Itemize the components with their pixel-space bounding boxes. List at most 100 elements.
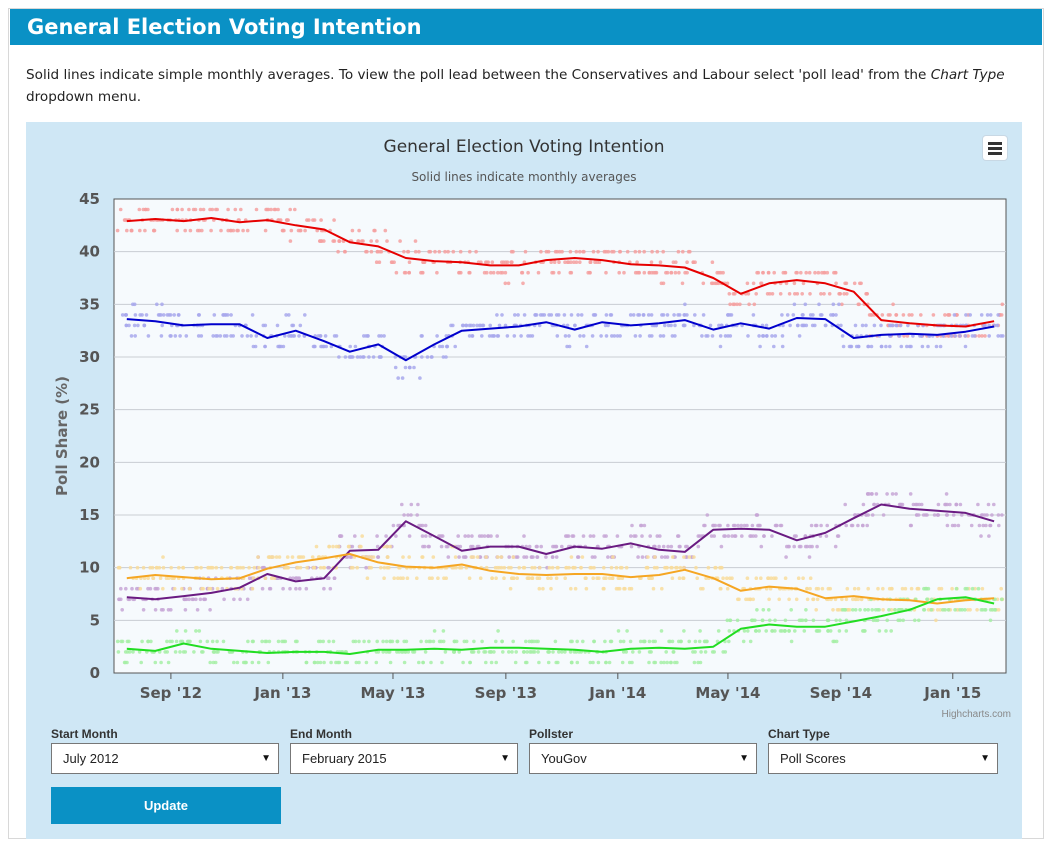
poll-dot <box>612 249 616 254</box>
pollster-select[interactable]: YouGov ▼ <box>529 743 757 774</box>
poll-dot <box>780 313 784 317</box>
poll-dot <box>710 334 715 338</box>
poll-dot <box>788 323 792 328</box>
chart-menu-icon[interactable] <box>983 136 1007 160</box>
poll-dot <box>212 313 217 317</box>
poll-dot <box>780 629 784 633</box>
poll-dot <box>239 207 243 212</box>
chevron-down-icon: ▼ <box>500 753 510 764</box>
poll-dot <box>953 523 957 528</box>
x-tick-label: Sep '12 <box>140 684 202 702</box>
poll-dot <box>463 534 468 538</box>
poll-dot <box>581 639 585 644</box>
poll-dot <box>401 576 405 580</box>
poll-dot <box>526 270 530 275</box>
poll-dot <box>573 586 578 591</box>
poll-dot <box>226 228 230 233</box>
poll-dot <box>153 586 157 591</box>
poll-dot <box>367 565 372 570</box>
poll-dot <box>188 639 192 644</box>
grid-lines <box>114 251 1006 621</box>
poll-dot <box>358 355 363 359</box>
poll-dot <box>969 523 974 528</box>
poll-dot <box>716 629 721 633</box>
poll-dot <box>770 292 775 296</box>
poll-dot <box>841 344 846 349</box>
poll-dot <box>507 565 511 570</box>
poll-dot <box>694 565 698 570</box>
poll-dot <box>343 249 347 254</box>
poll-dot <box>727 292 732 296</box>
poll-dot <box>758 523 762 528</box>
poll-dot <box>941 608 945 612</box>
poll-dot <box>677 544 682 549</box>
chart-type-select[interactable]: Poll Scores ▼ <box>768 743 998 774</box>
poll-dot <box>369 239 374 243</box>
poll-dot <box>334 334 339 338</box>
poll-dot <box>152 228 156 233</box>
poll-dot <box>515 576 519 580</box>
poll-dot <box>343 660 348 665</box>
poll-dot <box>125 660 129 665</box>
poll-dot <box>138 228 142 233</box>
poll-dot <box>431 555 436 559</box>
poll-dot <box>685 270 689 275</box>
poll-dot <box>496 555 500 559</box>
poll-dot <box>642 270 647 275</box>
poll-dot <box>375 544 380 549</box>
end-month-select[interactable]: February 2015 ▼ <box>290 743 518 774</box>
poll-dot <box>990 608 995 612</box>
poll-dot <box>638 334 642 338</box>
update-button[interactable]: Update <box>51 787 281 824</box>
poll-dot <box>581 534 586 538</box>
poll-dot <box>688 249 692 254</box>
poll-dot <box>970 586 975 591</box>
poll-dot <box>884 629 888 633</box>
intro-text: Solid lines indicate simple monthly aver… <box>26 64 1042 108</box>
poll-dot <box>760 618 765 623</box>
poll-dot <box>531 555 535 559</box>
poll-dot <box>421 544 425 549</box>
poll-dot <box>607 576 612 580</box>
poll-dot <box>861 523 865 528</box>
poll-dot <box>276 639 281 644</box>
poll-dot <box>475 323 479 328</box>
poll-dot <box>187 207 191 212</box>
poll-dot <box>538 565 542 570</box>
chevron-down-icon: ▼ <box>739 753 749 764</box>
poll-dot <box>608 639 613 644</box>
poll-dot <box>985 313 990 317</box>
poll-dot <box>893 608 897 612</box>
poll-dot <box>651 639 655 644</box>
poll-dot <box>726 313 730 317</box>
poll-dot <box>443 650 448 654</box>
poll-dot <box>658 334 663 338</box>
poll-dot <box>901 313 906 317</box>
poll-dot <box>805 597 810 602</box>
poll-dot <box>804 270 808 275</box>
poll-dot <box>444 355 448 359</box>
poll-dot <box>395 639 400 644</box>
poll-dot <box>503 281 508 286</box>
poll-dot <box>820 586 825 591</box>
poll-dot <box>822 270 826 275</box>
poll-dot <box>640 534 644 538</box>
poll-dot <box>337 355 341 359</box>
poll-dot <box>405 576 410 580</box>
start-month-select[interactable]: July 2012 ▼ <box>51 743 279 774</box>
y-tick-label: 40 <box>79 243 100 261</box>
poll-dot <box>336 544 341 549</box>
poll-dot <box>909 523 913 528</box>
poll-dot <box>948 502 952 507</box>
poll-dot <box>429 660 433 665</box>
poll-dot <box>457 270 461 275</box>
poll-dot <box>495 534 500 538</box>
poll-dot <box>740 534 744 538</box>
poll-dot <box>653 660 658 665</box>
poll-dot <box>377 260 382 265</box>
poll-dot <box>673 270 678 275</box>
poll-dot <box>903 586 908 591</box>
poll-dot <box>853 608 858 612</box>
poll-dot <box>934 618 938 623</box>
poll-dot <box>443 249 447 254</box>
